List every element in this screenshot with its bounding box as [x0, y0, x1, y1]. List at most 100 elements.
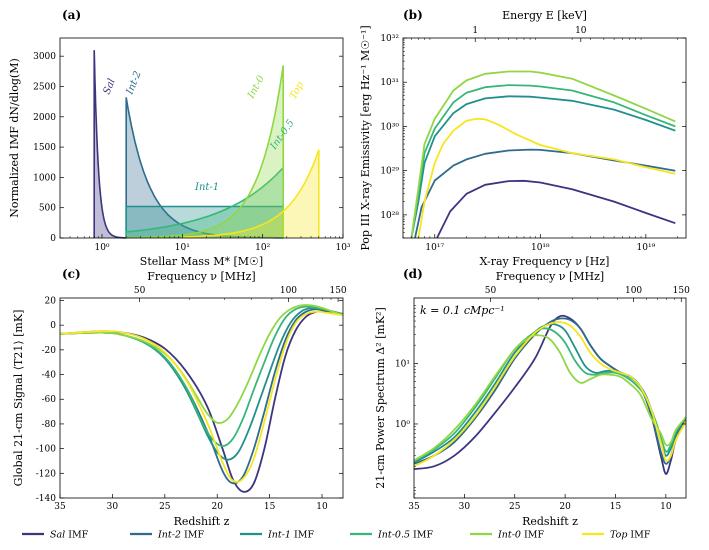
legend-label-Int-0: Int-0 IMF [497, 530, 544, 541]
x-axis-label-c: Redshift z [174, 515, 230, 528]
imf-line-Int-0.5 [125, 165, 284, 238]
annotation-k-value: k = 0.1 cMpc⁻¹ [420, 304, 505, 317]
y-tick-label-d: 10¹ [395, 359, 410, 369]
x-tick-label-d: 20 [559, 502, 571, 512]
plot-frame-a [59, 37, 344, 239]
emissivity-line-Int-0.5 [410, 84, 676, 238]
legend-imf-suffix: IMF [181, 530, 204, 541]
legend-imf-suffix: IMF [521, 530, 544, 541]
plot-frame-c [59, 297, 344, 499]
panel-c: -140 -120 -100 -80 -60 -40 -20 0 20 35 30 25 20 15 10 R… [12, 267, 347, 528]
imf-area-Top [182, 149, 319, 238]
y-axis-label-d: 21-cm Power Spectrum Δ² [mK²] [374, 307, 387, 489]
annotation-Int-2: Int-2 [124, 70, 144, 97]
y-axis-label-a: Normalized IMF dN/dlog(M) [8, 58, 21, 218]
y-tick-label-c: -20 [42, 346, 57, 356]
y-tick-label-c: -60 [42, 395, 57, 405]
emissivity-line-Sal [436, 179, 676, 238]
global-signal-line-Sal [59, 310, 344, 493]
legend-imf-suffix: IMF [65, 530, 88, 541]
legend-label-Int-1: Int-1 IMF [267, 530, 314, 541]
imf-line-Top [181, 149, 320, 238]
top-tick-label-b: 10 [575, 26, 587, 36]
panel-label-c: (c) [62, 267, 81, 281]
x-tick-label-d: 35 [408, 502, 420, 512]
top-axis-label-d: Frequency ν [MHz] [496, 270, 604, 283]
panel-label-b: (b) [403, 8, 423, 22]
imf-area-Int-0 [126, 65, 284, 239]
annotation-Int-1: Int-1 [194, 182, 219, 193]
annotation-Int-0: Int-0 [245, 73, 267, 101]
global-signal-line-Top [59, 310, 344, 483]
y-tick-label-c: 20 [45, 296, 57, 306]
legend-imf-name: Sal [50, 530, 65, 541]
x-tick-label-d: 15 [610, 502, 622, 512]
x-tick-label-a: 10¹ [175, 243, 190, 253]
x-tick-label-a: 10² [255, 243, 270, 253]
x-tick-label-c: 25 [159, 502, 171, 512]
legend-imf-name: Int-1 [267, 530, 291, 541]
x-tick-label-b: 10¹⁸ [531, 243, 550, 253]
top-tick-label-b: 1 [472, 26, 478, 36]
imf-area-Int-2 [126, 97, 284, 239]
legend-label-Int-2: Int-2 IMF [157, 530, 204, 541]
y-tick-label-a: 1000 [33, 173, 56, 183]
panel-label-a: (a) [62, 8, 81, 22]
y-tick-label-c: -100 [36, 445, 56, 455]
y-tick-label-c: -40 [42, 371, 57, 381]
y-tick-label-a: 0 [50, 234, 56, 244]
top-tick-label-c: 150 [329, 286, 346, 296]
imf-line-Int-2 [125, 97, 284, 239]
x-axis-label-d: Redshift z [522, 515, 578, 528]
x-axis-label-a: Stellar Mass M* [M☉] [140, 255, 263, 268]
x-tick-label-c: 10 [316, 502, 328, 512]
panel-d: 10⁰ 10¹ 35 30 25 20 15 10 Redshift z 21-cm Power … [374, 267, 690, 528]
legend-imf-suffix: IMF [291, 530, 314, 541]
top-axis-label-b: Energy E [keV] [502, 9, 587, 22]
x-tick-label-c: 15 [264, 502, 276, 512]
x-tick-label-a: 10⁰ [94, 243, 109, 253]
legend-imf-suffix: IMF [627, 530, 650, 541]
legend-imf-name: Int-0 [497, 530, 521, 541]
power-spectrum-line-Int-0.5 [414, 327, 686, 463]
emissivity-line-Int-0 [410, 70, 676, 238]
y-tick-label-c: -80 [42, 420, 57, 430]
top-tick-label-d: 50 [485, 286, 497, 296]
panel-b: 10²⁸ 10²⁹ 10³⁰ 10³¹ 10³² 10¹⁷ 10¹⁸ 10¹⁹ X-ray Fr… [359, 8, 687, 268]
y-tick-label-b: 10³² [380, 34, 399, 44]
imf-line-Int-1 [125, 205, 284, 238]
legend-imf-name: Top [610, 530, 627, 541]
x-tick-label-d: 25 [509, 502, 521, 512]
emissivity-line-Int-2 [414, 148, 676, 238]
y-tick-label-b: 10³⁰ [380, 122, 399, 132]
y-tick-label-a: 2500 [33, 82, 56, 92]
panel-label-d: (d) [403, 267, 423, 281]
x-tick-label-a: 10³ [335, 243, 350, 253]
y-tick-label-c: -120 [36, 469, 56, 479]
legend-imf-suffix: IMF [410, 530, 433, 541]
y-tick-label-c: -140 [36, 494, 56, 504]
annotation-Top: Top [288, 80, 307, 102]
y-tick-label-b: 10²⁹ [380, 167, 399, 177]
power-spectrum-line-Int-2 [414, 317, 686, 465]
x-tick-label-c: 20 [211, 502, 223, 512]
top-tick-label-c: 100 [280, 286, 297, 296]
top-axis-label-c: Frequency ν [MHz] [147, 270, 255, 283]
y-tick-label-d: 10⁰ [395, 420, 410, 430]
y-tick-label-a: 2000 [33, 113, 56, 123]
global-signal-line-Int-0.5 [59, 305, 344, 448]
top-tick-label-d: 100 [625, 286, 642, 296]
x-tick-label-c: 35 [54, 502, 66, 512]
emissivity-line-Top [417, 117, 676, 238]
power-spectrum-line-Top [414, 321, 686, 468]
imf-line-Int-0 [125, 65, 284, 239]
x-tick-label-b: 10¹⁹ [637, 243, 656, 253]
y-tick-label-a: 500 [39, 204, 56, 214]
y-tick-label-b: 10²⁸ [380, 211, 399, 221]
legend: Sal IMF Int-2 IMF Int-1 IMF Int-0.5 IMF Int-… [22, 530, 651, 541]
y-tick-label-a: 1500 [33, 143, 56, 153]
y-tick-label-c: 0 [50, 321, 56, 331]
legend-imf-name: Int-0.5 [377, 530, 410, 541]
y-axis-label-c: Global 21-cm Signal ⟨T21⟩ [mK] [12, 310, 25, 487]
